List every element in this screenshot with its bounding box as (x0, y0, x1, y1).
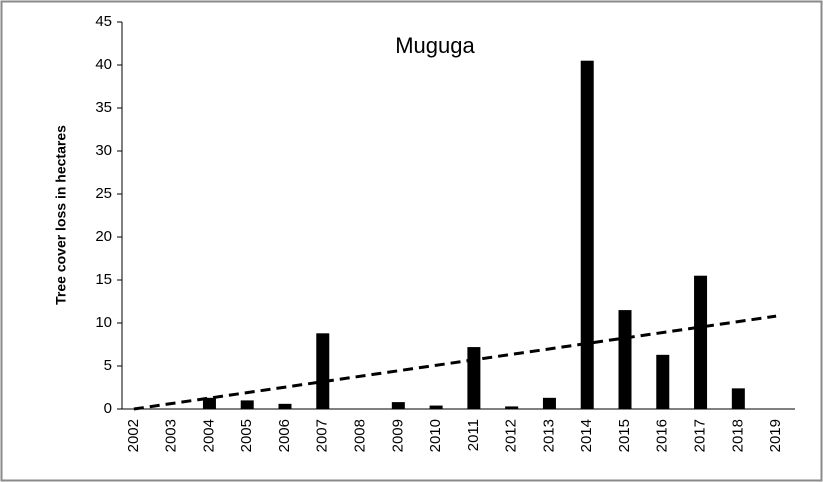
bar (429, 405, 443, 409)
y-tick-label: 5 (104, 357, 112, 374)
y-tick-label: 30 (95, 142, 112, 159)
bar (505, 406, 519, 409)
x-tick-label: 2017 (692, 419, 709, 452)
x-tick-label: 2007 (314, 419, 331, 452)
x-tick-label: 2006 (276, 419, 293, 452)
y-tick-label: 20 (95, 228, 112, 245)
x-tick-label: 2014 (578, 419, 595, 452)
y-tick-label: 10 (95, 314, 112, 331)
x-tick-label: 2008 (352, 419, 369, 452)
chart-title: Muguga (395, 33, 475, 58)
bar (542, 397, 556, 409)
y-tick-label: 40 (95, 56, 112, 73)
y-tick-label: 15 (95, 271, 112, 288)
bar (656, 354, 670, 409)
y-tick-label: 25 (95, 185, 112, 202)
x-tick-label: 2015 (616, 419, 633, 452)
y-tick-label: 45 (95, 13, 112, 30)
bar (618, 310, 632, 409)
bar (694, 275, 708, 409)
bar (467, 347, 481, 409)
x-tick-label: 2019 (767, 419, 784, 452)
bar (580, 60, 594, 409)
y-tick-label: 0 (104, 400, 112, 417)
bar (278, 403, 292, 409)
x-tick-label: 2010 (427, 419, 444, 452)
x-tick-label: 2012 (503, 419, 520, 452)
y-tick-label: 35 (95, 99, 112, 116)
x-tick-label: 2003 (163, 419, 180, 452)
y-axis-label: Tree cover loss in hectares (53, 125, 69, 305)
x-tick-label: 2005 (238, 419, 255, 452)
trend-line (133, 314, 777, 411)
x-tick-label: 2011 (465, 419, 482, 451)
bar (391, 402, 405, 409)
bar (240, 400, 254, 409)
x-tick-label: 2009 (389, 419, 406, 452)
x-tick-label: 2013 (540, 419, 557, 452)
x-tick-label: 2016 (654, 419, 671, 452)
bar (731, 388, 745, 409)
x-tick-label: 2004 (200, 419, 217, 452)
bar (316, 333, 330, 409)
bar (202, 397, 216, 409)
x-tick-label: 2002 (125, 419, 142, 452)
x-tick-label: 2018 (729, 419, 746, 452)
